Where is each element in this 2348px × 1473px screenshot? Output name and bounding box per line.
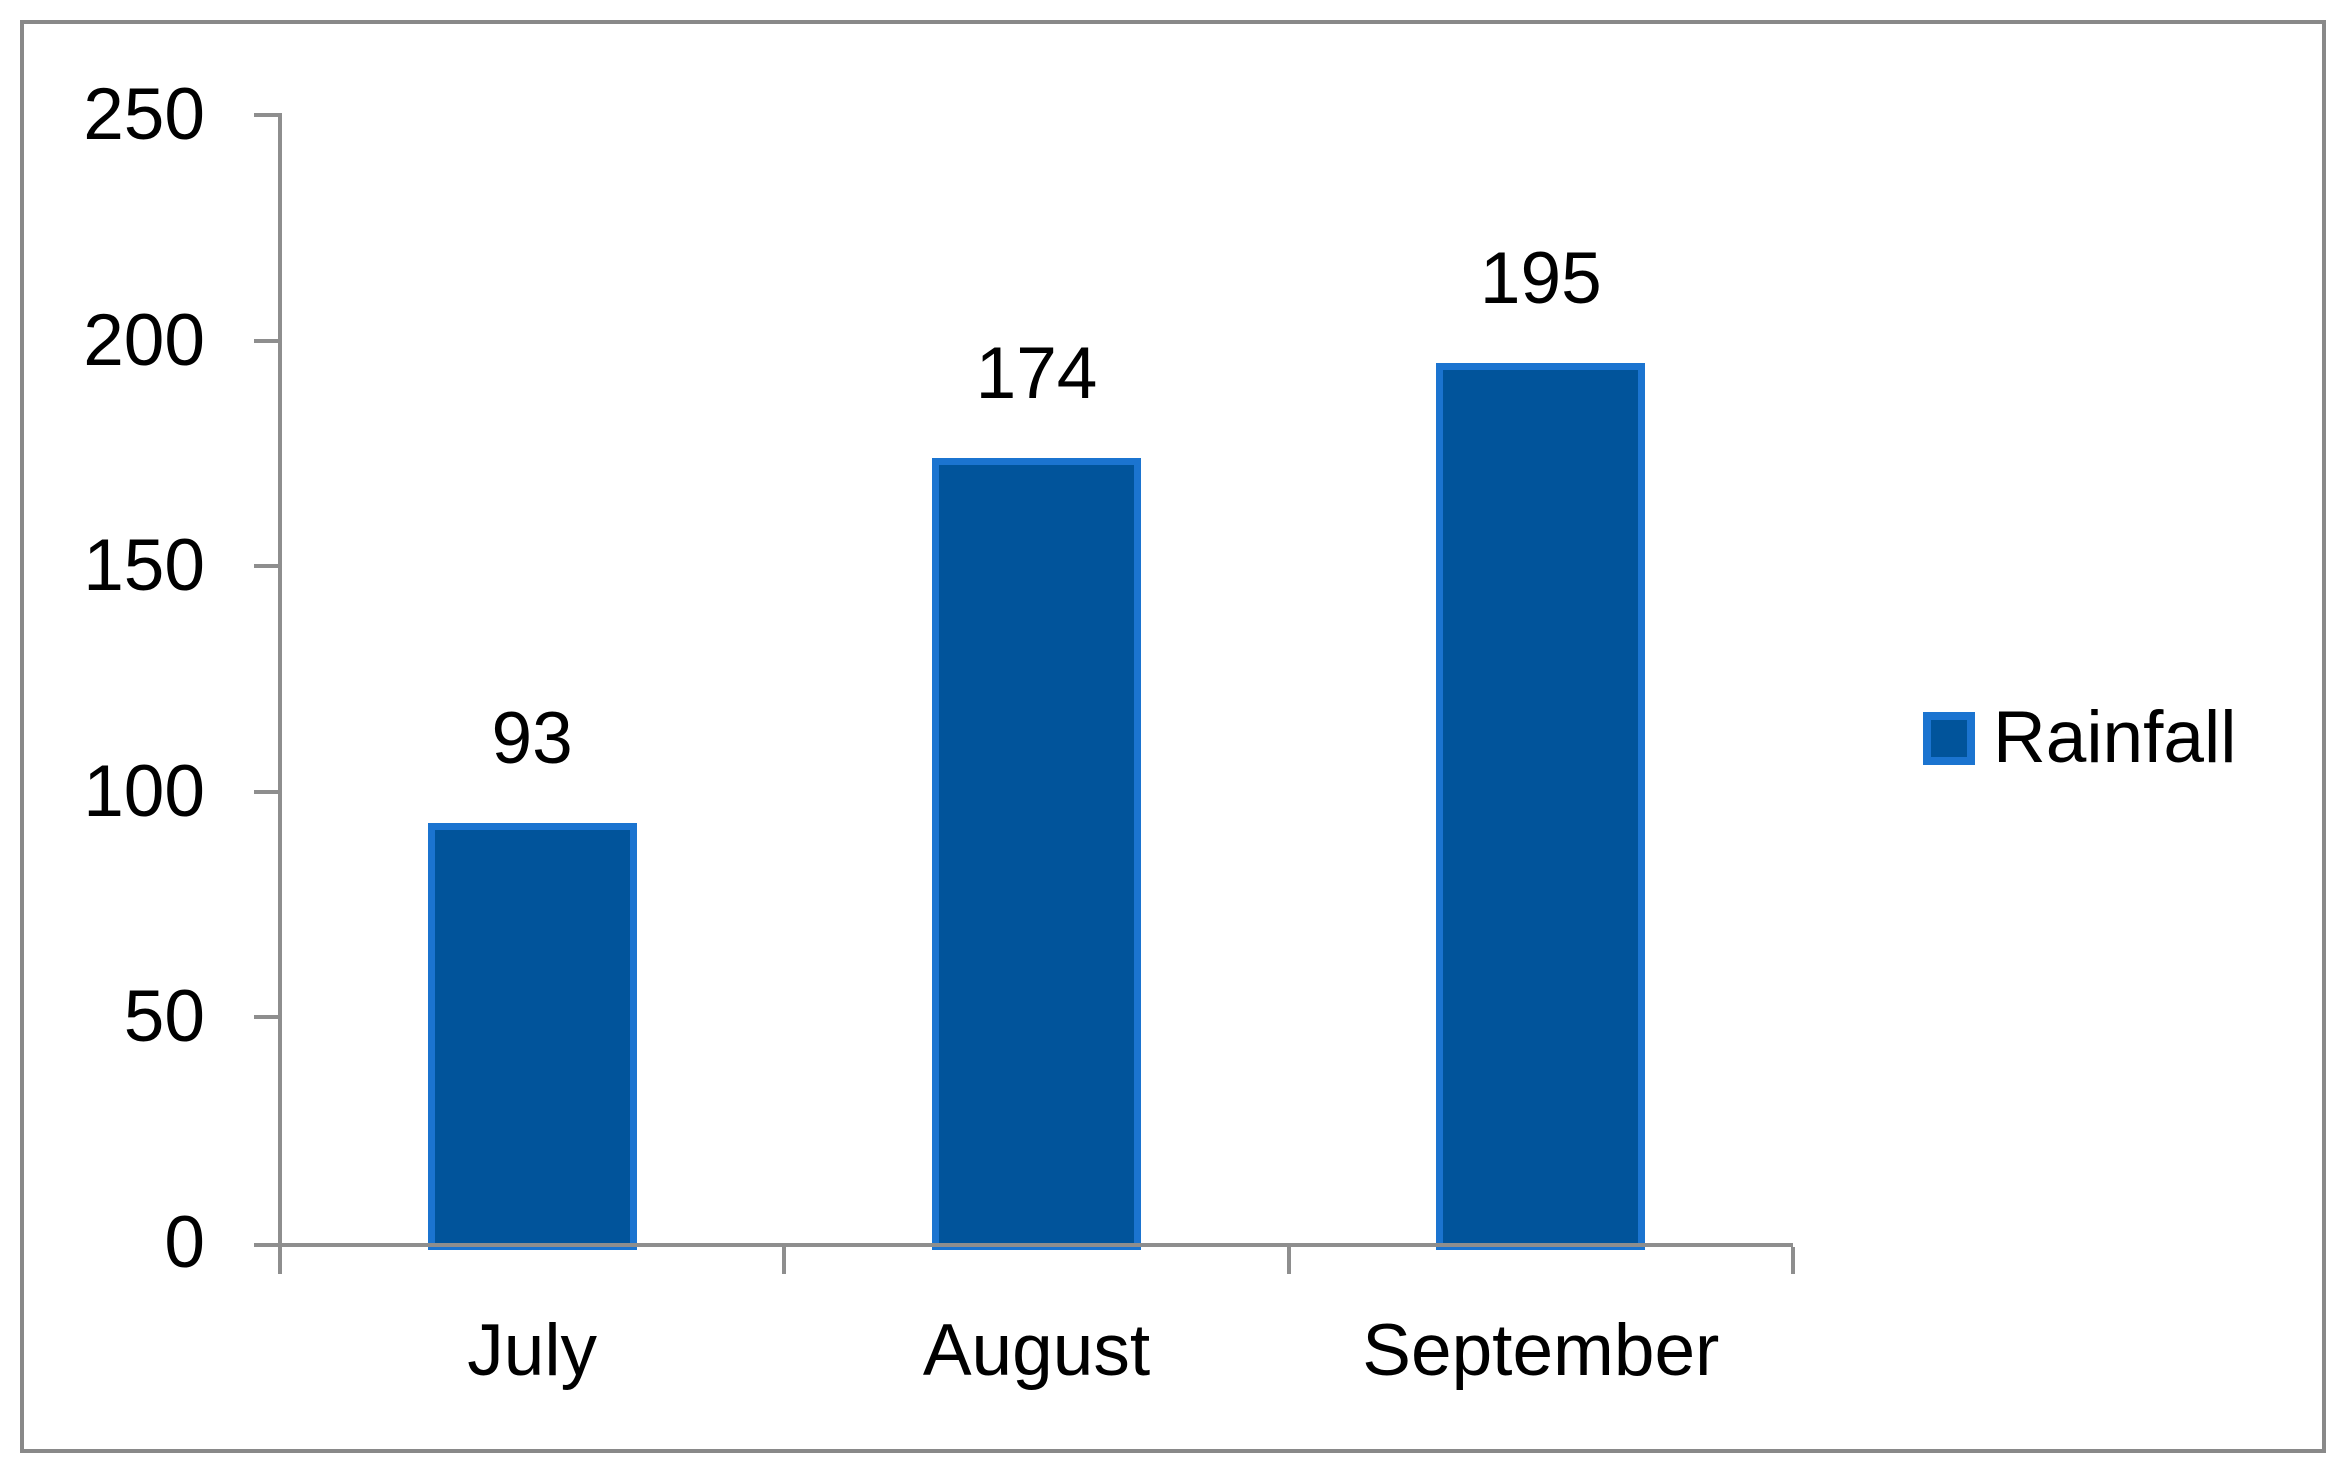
x-axis-category-label: August (922, 1310, 1151, 1391)
x-axis-tick (1791, 1247, 1795, 1274)
y-axis-tick (254, 1015, 278, 1020)
x-axis-tick (1286, 1247, 1291, 1274)
x-axis-line (254, 1243, 1793, 1247)
y-axis-tick (254, 564, 278, 569)
legend-swatch-rainfall (1923, 712, 1975, 765)
y-axis-line (278, 113, 282, 1274)
data-label: 93 (491, 698, 573, 780)
legend-label: Rainfall (1993, 697, 2237, 778)
y-axis-tick-label: 0 (164, 1202, 205, 1283)
x-axis-tick (278, 1247, 282, 1274)
y-axis-tick-label: 150 (83, 525, 205, 607)
y-axis-tick (254, 789, 278, 794)
x-axis-tick (782, 1247, 787, 1274)
y-axis-tick (254, 338, 278, 343)
bar-august (932, 457, 1141, 1250)
data-label: 174 (975, 332, 1098, 414)
x-axis-category-label: September (1362, 1310, 1720, 1391)
chart-frame (20, 20, 2326, 1453)
y-axis-tick-label: 100 (83, 750, 205, 832)
data-label: 195 (1479, 238, 1602, 320)
y-axis-tick-label: 250 (83, 74, 205, 155)
y-axis-tick-label: 50 (123, 976, 205, 1058)
y-axis-tick-label: 200 (83, 299, 205, 381)
bar-july (427, 823, 637, 1250)
bar-september (1436, 363, 1646, 1250)
y-axis-tick (254, 113, 278, 117)
x-axis-category-label: July (467, 1310, 598, 1391)
legend: Rainfall (1923, 698, 2236, 778)
